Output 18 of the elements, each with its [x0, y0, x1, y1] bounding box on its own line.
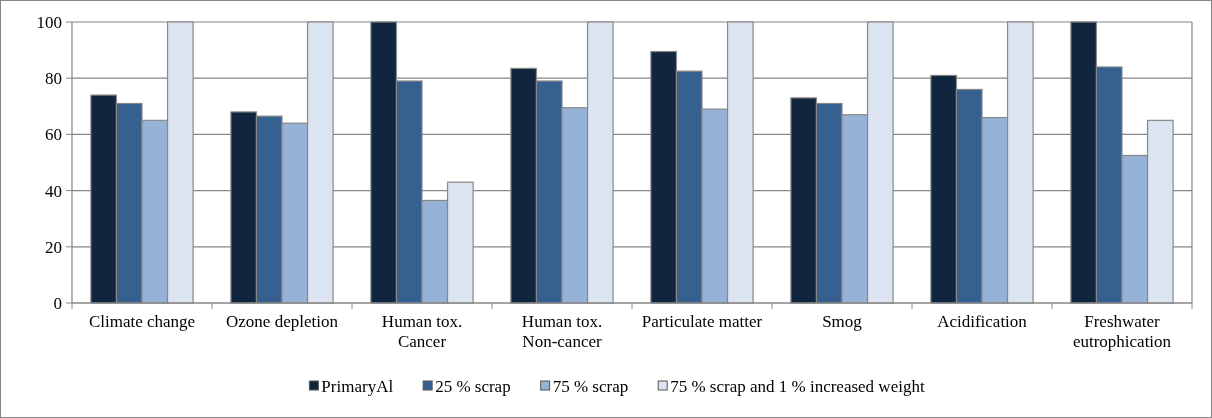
y-tick-label: 80: [45, 69, 62, 89]
legend-label: 75 % scrap: [552, 376, 629, 396]
y-tick-label: 40: [45, 181, 62, 201]
legend-label: 25 % scrap: [435, 376, 511, 396]
legend-label: PrimaryAl: [321, 376, 394, 396]
x-tick-label: Climate change: [88, 312, 196, 331]
y-tick-label: 100: [36, 12, 62, 32]
y-tick-label: 20: [45, 237, 62, 257]
x-tick-label: Human tox. Non-cancer: [521, 312, 603, 351]
y-tick-label: 0: [53, 293, 62, 313]
legend-label: 75 % scrap and 1 % increased weight: [670, 376, 925, 396]
x-tick-label: Particulate matter: [641, 312, 763, 331]
x-tick-label: Smog: [822, 312, 863, 331]
y-tick-label: 60: [45, 125, 62, 145]
x-tick-label: Human tox. Cancer: [381, 312, 463, 351]
x-tick-label: Ozone depletion: [226, 312, 339, 331]
x-tick-label: Acidification: [937, 312, 1028, 331]
x-tick-label: Freshwater eutrophication: [1072, 312, 1172, 351]
